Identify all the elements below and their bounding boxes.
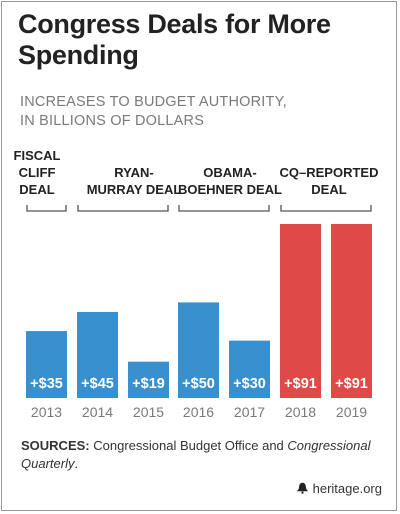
chart-subtitle: INCREASES TO BUDGET AUTHORITY, IN BILLIO…: [20, 93, 390, 131]
deal-label-line: MURRAY DEAL: [86, 182, 182, 197]
bar: [229, 340, 270, 398]
deal-label-line: FISCAL: [13, 148, 61, 163]
bar-value-label: +$91: [335, 376, 368, 392]
bar: [26, 331, 67, 398]
deal-label-cq-reported: CQ–REPORTED DEAL: [264, 164, 394, 198]
subtitle-line-1: INCREASES TO BUDGET AUTHORITY,: [20, 94, 287, 110]
group-bracket: [280, 205, 372, 212]
deal-label-line: CQ–REPORTED: [264, 164, 394, 181]
x-tick-label: 2017: [234, 404, 265, 420]
bar: [128, 361, 169, 398]
bar-value-label: +$35: [30, 376, 63, 392]
bar-value-label: +$30: [233, 376, 266, 392]
group-bracket: [26, 205, 67, 212]
chart-title: Congress Deals for More Spending: [18, 9, 331, 70]
x-tick-label: 2016: [183, 404, 214, 420]
bar-value-label: +$91: [284, 376, 317, 392]
deal-label-line: DEAL: [311, 182, 347, 197]
brand[interactable]: heritage.org: [296, 481, 382, 496]
deal-label-obama-boehner: OBAMA- BOEHNER DEAL: [170, 164, 290, 198]
x-tick-label: 2015: [133, 404, 164, 420]
deal-label-ryan-murray: RYAN- MURRAY DEAL: [74, 164, 194, 198]
group-bracket: [178, 205, 270, 212]
bar: [77, 311, 118, 398]
deal-label-line: RYAN-: [114, 165, 154, 180]
source-publication: Congressional Quarterly: [21, 438, 371, 471]
x-tick-label: 2014: [82, 404, 113, 420]
source-note: SOURCES: Congressional Budget Office and…: [21, 437, 381, 473]
deal-label-line: DEAL: [19, 182, 55, 197]
source-label: SOURCES:: [21, 438, 90, 453]
deal-label-line: BOEHNER DEAL: [177, 182, 282, 197]
brand-text: heritage.org: [312, 481, 382, 496]
bar-value-label: +$50: [182, 376, 215, 392]
subtitle-line-2: IN BILLIONS OF DOLLARS: [20, 113, 205, 129]
deal-label-fiscal-cliff: FISCAL CLIFF DEAL: [12, 147, 62, 198]
deal-label-em: CQ: [279, 165, 300, 180]
x-tick-label: 2013: [31, 404, 62, 420]
bar-value-label: +$45: [81, 376, 114, 392]
deal-label-line: OBAMA-: [203, 165, 257, 180]
source-period: .: [74, 456, 79, 471]
deal-label-rest: –REPORTED: [299, 165, 379, 180]
x-tick-label: 2019: [336, 404, 367, 420]
deal-label-line: CLIFF: [18, 165, 56, 180]
group-bracket: [77, 205, 169, 212]
liberty-bell-icon: [296, 482, 308, 494]
bar: [280, 224, 321, 398]
bar: [331, 224, 372, 398]
bar: [178, 302, 219, 398]
source-text: Congressional Budget Office and: [89, 438, 288, 453]
bar-value-label: +$19: [132, 376, 165, 392]
x-tick-label: 2018: [285, 404, 316, 420]
